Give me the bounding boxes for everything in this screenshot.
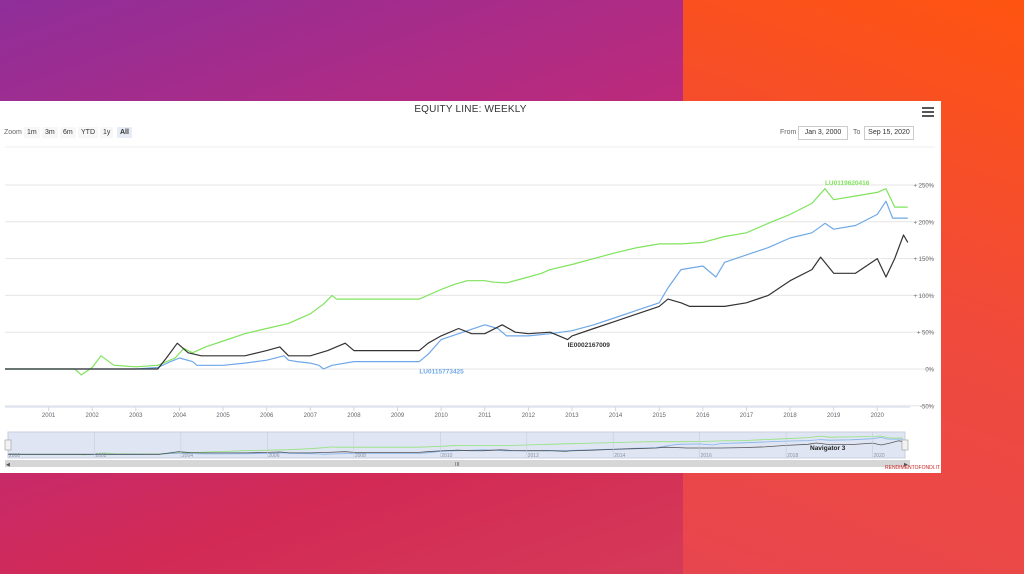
x-tick-label: 2018 bbox=[783, 413, 797, 419]
scrollbar-grip-icon[interactable]: III bbox=[455, 462, 459, 468]
x-tick-label: 2010 bbox=[434, 413, 448, 419]
x-tick-label: 2006 bbox=[260, 413, 274, 419]
y-tick-label: 0% bbox=[925, 368, 934, 374]
navigator-handle-right[interactable] bbox=[901, 439, 909, 451]
x-tick-label: 2008 bbox=[347, 413, 361, 419]
navigator-tick-label: 2008 bbox=[355, 453, 366, 459]
navigator-tick-label: 2002 bbox=[95, 453, 106, 459]
navigator-tick-label: 2018 bbox=[787, 453, 798, 459]
x-tick-label: 2007 bbox=[304, 413, 318, 419]
y-tick-label: + 50% bbox=[917, 331, 935, 337]
equity-line-chart: -50% 0% + 50% + 100% + 150% + 200% + 250% 2001 2… bbox=[4, 146, 935, 468]
zoom-3m-button[interactable]: 3m bbox=[42, 127, 58, 138]
y-tick-label: + 100% bbox=[913, 294, 934, 300]
navigator-tick-label: 2020 bbox=[874, 453, 885, 459]
range-from-label: From bbox=[780, 129, 797, 136]
x-tick-label: 2005 bbox=[216, 413, 230, 419]
y-tick-label: + 250% bbox=[913, 184, 934, 190]
chart-card: EQUITY LINE: WEEKLY Zoom 1m 3m 6m YTD 1y… bbox=[0, 101, 941, 473]
navigator-tick-label: 2000 bbox=[9, 453, 20, 459]
x-tick-label: 2001 bbox=[42, 413, 56, 419]
x-tick-label: 2019 bbox=[827, 413, 841, 419]
x-tick-label: 2017 bbox=[740, 413, 754, 419]
y-tick-label: + 150% bbox=[913, 257, 934, 263]
x-tick-label: 2012 bbox=[522, 413, 536, 419]
scroll-right-arrow-icon[interactable]: ▶ bbox=[904, 462, 908, 468]
series-line-LU0119620416 bbox=[5, 188, 908, 376]
x-tick-label: 2004 bbox=[173, 413, 187, 419]
scroll-left-arrow-icon[interactable]: ◀ bbox=[6, 462, 10, 468]
series-line-IE0002167009 bbox=[5, 234, 909, 370]
x-tick-label: 2016 bbox=[696, 413, 710, 419]
navigator-tick-label: 2006 bbox=[268, 453, 279, 459]
y-tick-label: -50% bbox=[920, 404, 935, 410]
range-from-input[interactable]: Jan 3, 2000 bbox=[798, 126, 848, 140]
x-tick-label: 2002 bbox=[86, 413, 100, 419]
navigator-tick-label: 2010 bbox=[441, 453, 452, 459]
navigator-scrollbar[interactable] bbox=[5, 460, 910, 467]
x-tick-label: 2013 bbox=[565, 413, 579, 419]
zoom-1m-button[interactable]: 1m bbox=[24, 127, 40, 138]
credit-link[interactable]: RENDIMENTOFONDI.IT bbox=[885, 465, 940, 471]
hamburger-menu-icon[interactable] bbox=[922, 107, 934, 117]
zoom-1y-button[interactable]: 1y bbox=[100, 127, 114, 138]
navigator-tick-label: 2004 bbox=[182, 453, 193, 459]
chart-title: EQUITY LINE: WEEKLY bbox=[414, 104, 527, 115]
y-tick-label: + 200% bbox=[913, 220, 934, 226]
x-tick-label: 2011 bbox=[478, 413, 492, 419]
navigator-series-LU0115773425 bbox=[8, 436, 903, 455]
x-tick-label: 2014 bbox=[609, 413, 623, 419]
navigator-tick-label: 2014 bbox=[614, 453, 625, 459]
series-label: LU0115773425 bbox=[419, 368, 464, 375]
series-line-LU0115773425 bbox=[5, 200, 908, 370]
navigator-handle-left[interactable] bbox=[4, 439, 12, 451]
zoom-label: Zoom bbox=[4, 129, 22, 136]
range-to-input[interactable]: Sep 15, 2020 bbox=[864, 126, 914, 140]
x-tick-label: 2020 bbox=[871, 413, 885, 419]
navigator-area bbox=[7, 431, 906, 459]
navigator-series-IE0002167009 bbox=[8, 440, 903, 455]
series-label: IE0002167009 bbox=[568, 342, 611, 349]
series-label: LU0119620416 bbox=[825, 180, 870, 187]
navigator-tick-label: 2016 bbox=[701, 453, 712, 459]
x-tick-label: 2015 bbox=[653, 413, 667, 419]
navigator-tick-label: 2012 bbox=[528, 453, 539, 459]
range-to-label: To bbox=[853, 129, 861, 136]
x-tick-label: 2009 bbox=[391, 413, 405, 419]
zoom-6m-button[interactable]: 6m bbox=[60, 127, 76, 138]
navigator-label: Navigator 3 bbox=[810, 445, 846, 452]
x-tick-label: 2003 bbox=[129, 413, 143, 419]
zoom-ytd-button[interactable]: YTD bbox=[78, 127, 98, 138]
zoom-all-button[interactable]: All bbox=[117, 127, 132, 138]
